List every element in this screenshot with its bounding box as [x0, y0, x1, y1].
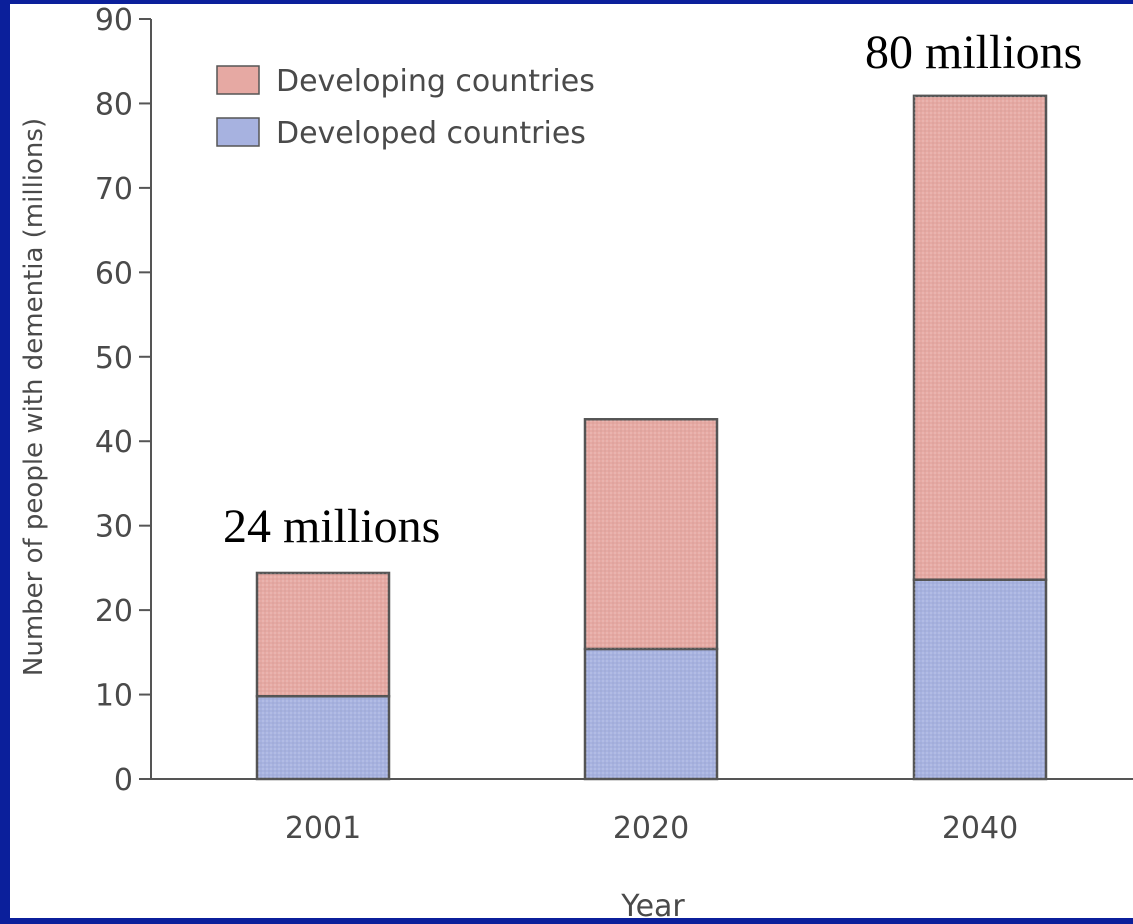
y-tick-label: 0: [114, 763, 133, 798]
x-axis: 2001 2020 2040: [151, 778, 1133, 846]
bar-texture-2020-developed-countries: [585, 648, 717, 779]
y-tick-label: 40: [95, 425, 133, 460]
bar-texture-2020-developing-countries: [585, 419, 717, 649]
bar-texture-2040-developed-countries: [914, 579, 1046, 779]
legend-swatch-developed: [216, 117, 260, 147]
y-tick-label: 50: [95, 341, 133, 376]
y-tick-label: 10: [95, 679, 133, 714]
x-tick-label-2020: 2020: [613, 811, 689, 846]
annotations: 24 millions 80 millions: [223, 26, 1082, 553]
y-tick-label: 90: [95, 4, 133, 38]
annotation-2040-total: 80 millions: [865, 26, 1082, 79]
bars: [255, 94, 1048, 781]
dementia-bar-chart: 0 10 20 30 40 50 60 70 80 90 2001 2020 2040 Develop…: [19, 4, 1133, 918]
chart-panel: 0 10 20 30 40 50 60 70 80 90 2001 2020 2040 Develop…: [10, 4, 1133, 918]
y-tick-label: 80: [95, 87, 133, 122]
legend-swatch-developing: [216, 65, 260, 95]
bar-texture-2040-developing-countries: [914, 95, 1046, 580]
y-tick-label: 20: [95, 594, 133, 629]
legend-label-developing: Developing countries: [276, 64, 595, 99]
legend: Developing countries Developed countries: [216, 64, 595, 151]
x-axis-label: Year: [620, 889, 685, 918]
y-axis-label: Number of people with dementia (millions…: [19, 118, 49, 676]
y-tick-label: 70: [95, 172, 133, 207]
legend-label-developed: Developed countries: [276, 116, 586, 151]
x-tick-label-2001: 2001: [285, 811, 361, 846]
bar-texture-2001-developed-countries: [257, 696, 389, 779]
y-axis: 0 10 20 30 40 50 60 70 80 90: [95, 4, 152, 798]
bar-texture-2001-developing-countries: [257, 572, 389, 697]
annotation-2001-total: 24 millions: [223, 500, 440, 553]
x-tick-label-2040: 2040: [942, 811, 1018, 846]
y-tick-label: 60: [95, 256, 133, 291]
y-tick-label: 30: [95, 510, 133, 545]
